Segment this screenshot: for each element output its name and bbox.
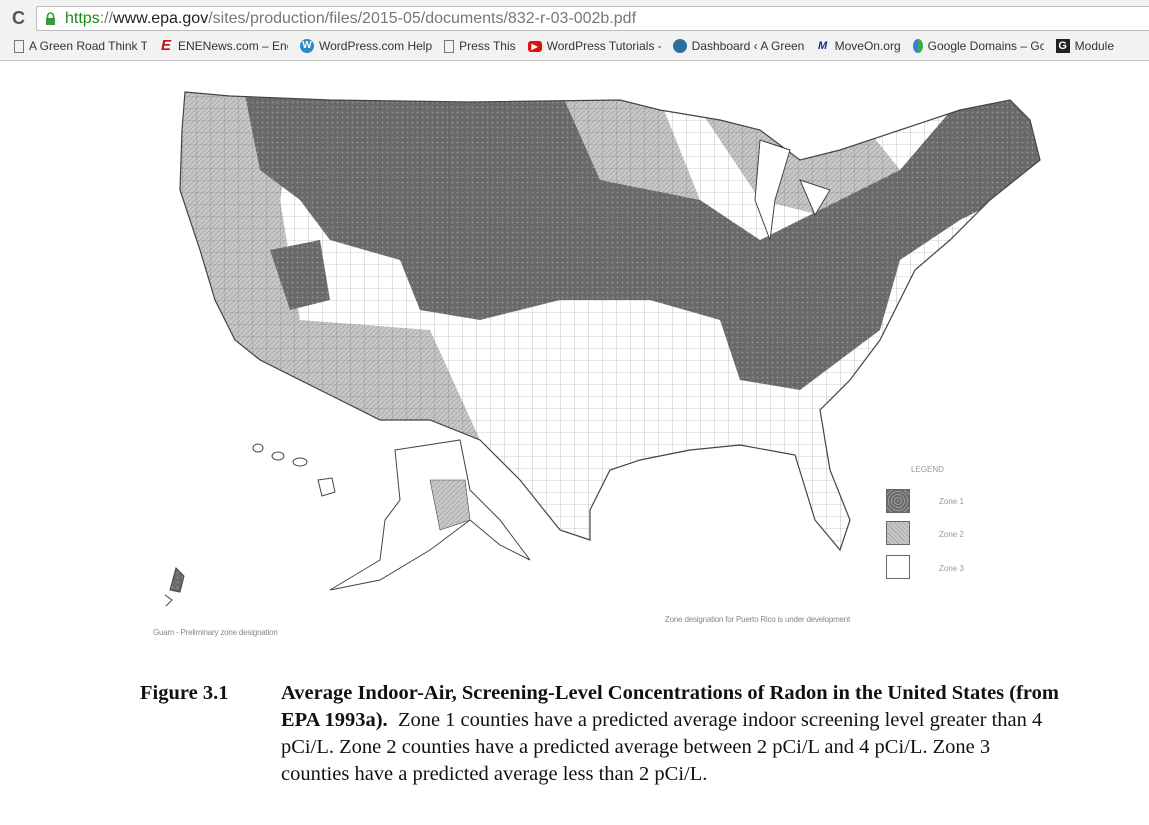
great-lakes <box>754 139 831 241</box>
youtube-icon: ▶ <box>527 40 542 52</box>
page-icon <box>444 39 455 53</box>
bookmark-label: Google Domains – Go <box>927 39 1044 53</box>
wordpress-icon: W <box>300 39 314 53</box>
bookmark-a-green-road[interactable]: A Green Road Think T <box>14 36 147 56</box>
figure-number: Figure 3.1 <box>140 682 229 704</box>
url-text: https://www.epa.gov/sites/production/fil… <box>65 10 637 27</box>
reload-icon[interactable]: C <box>12 8 25 28</box>
hawaii <box>252 443 336 497</box>
caption-text: Average Indoor-Air, Screening-Level Conc… <box>281 680 1061 788</box>
moveon-icon: M <box>818 40 828 52</box>
bookmark-wordpress-help[interactable]: W WordPress.com Help <box>300 36 432 56</box>
bookmark-dashboard[interactable]: Dashboard ‹ A Green <box>672 36 804 56</box>
g-icon: G <box>1055 39 1070 53</box>
bookmark-wordpress-tutorials[interactable]: ▶ WordPress Tutorials - <box>527 36 661 56</box>
bookmark-enenews[interactable]: E ENENews.com – Energ <box>159 36 288 56</box>
address-bar[interactable]: https://www.epa.gov/sites/production/fil… <box>36 6 1149 31</box>
bookmark-label: A Green Road Think T <box>29 39 147 53</box>
globe-icon <box>672 39 687 53</box>
bookmark-label: WordPress.com Help <box>319 39 433 53</box>
alaska-zone-2 <box>429 479 471 531</box>
legend-title: LEGEND <box>911 465 944 474</box>
radon-zone-map <box>164 91 1041 607</box>
browser-toolbar: C https://www.epa.gov/sites/production/f… <box>0 0 1149 61</box>
page-icon <box>14 39 24 53</box>
legend-swatch-zone-3 <box>886 555 910 579</box>
caption-title: Average Indoor-Air, Screening-Level Conc… <box>281 682 1059 731</box>
bookmark-label: ENENews.com – Energ <box>178 39 288 53</box>
legend-label-zone-1: Zone 1 <box>939 497 964 506</box>
legend-label-zone-2: Zone 2 <box>939 530 964 539</box>
bookmarks-bar: A Green Road Think T E ENENews.com – Ener… <box>0 36 1114 56</box>
bookmark-label: Press This <box>459 39 516 53</box>
google-domains-icon <box>912 39 923 53</box>
guam <box>169 567 185 593</box>
bookmark-moveon[interactable]: M MoveOn.org <box>816 36 901 56</box>
bookmark-module[interactable]: G Module <box>1055 36 1115 56</box>
puerto-rico-note: Zone designation for Puerto Rico is unde… <box>665 615 851 624</box>
legend-label-zone-3: Zone 3 <box>939 564 964 573</box>
lock-icon <box>46 12 55 25</box>
bookmark-label: WordPress Tutorials - <box>546 39 661 53</box>
bookmark-label: Module <box>1074 39 1115 53</box>
legend-swatch-zone-2 <box>886 521 910 545</box>
bookmark-label: MoveOn.org <box>834 39 901 53</box>
caption-body: Zone 1 counties have a predicted average… <box>281 709 1043 785</box>
bookmark-press-this[interactable]: Press This <box>444 36 516 56</box>
legend-swatch-zone-1 <box>886 489 910 513</box>
guam-note: Guam - Preliminary zone designation <box>153 628 278 637</box>
enenews-icon: E <box>160 37 171 54</box>
alaska <box>329 439 531 591</box>
bookmark-label: Dashboard ‹ A Green <box>691 39 804 53</box>
bookmark-google-domains[interactable]: Google Domains – Go <box>912 36 1044 56</box>
